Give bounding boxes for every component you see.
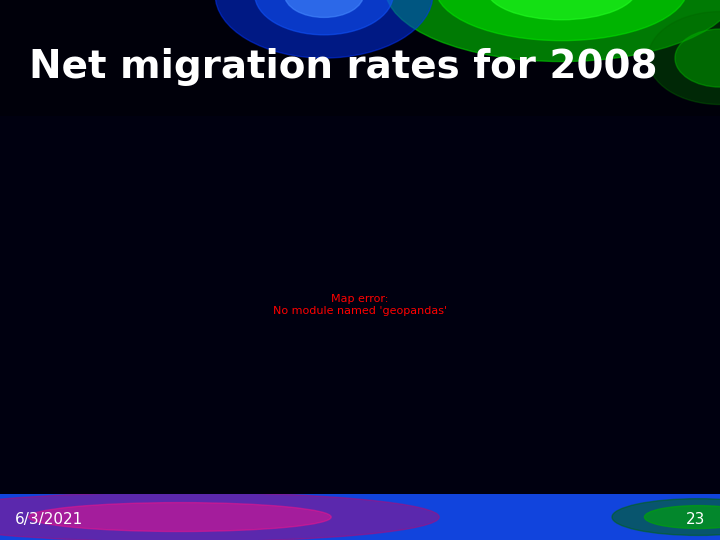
Text: Net migration rates for 2008: Net migration rates for 2008 [29,49,657,86]
Ellipse shape [648,11,720,104]
Ellipse shape [436,0,688,40]
Text: Map error:
No module named 'geopandas': Map error: No module named 'geopandas' [273,294,447,316]
Ellipse shape [255,0,393,35]
Ellipse shape [0,492,439,540]
Ellipse shape [29,503,331,531]
Ellipse shape [385,0,720,62]
FancyBboxPatch shape [0,0,720,151]
Text: 23: 23 [686,512,706,527]
Ellipse shape [215,0,433,58]
Ellipse shape [644,505,720,529]
Text: 6/3/2021: 6/3/2021 [14,512,83,527]
Ellipse shape [486,0,637,20]
Ellipse shape [675,29,720,87]
Ellipse shape [284,0,364,17]
FancyBboxPatch shape [0,481,720,540]
Ellipse shape [612,499,720,536]
